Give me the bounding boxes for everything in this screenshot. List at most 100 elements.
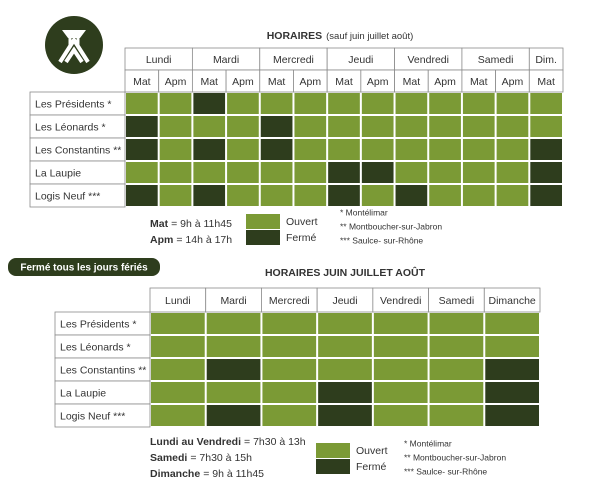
cell-border xyxy=(261,287,318,313)
status-cell xyxy=(159,93,192,114)
status-cell xyxy=(462,185,495,206)
note: ** Montboucher-sur-Jabron xyxy=(404,452,506,462)
slot-header: Apm xyxy=(434,76,456,88)
status-cell xyxy=(318,382,372,403)
banner: Fermé tous les jours fériés xyxy=(20,263,148,274)
status-cell xyxy=(373,405,428,426)
slot-header: Mat xyxy=(537,76,555,88)
hours-line: Mat = 9h à 11h45 xyxy=(150,218,232,230)
status-cell xyxy=(262,336,317,357)
status-cell xyxy=(395,139,428,160)
status-cell xyxy=(395,116,428,137)
day-header: Vendredi xyxy=(380,295,421,307)
status-cell xyxy=(227,139,259,160)
status-cell xyxy=(429,185,461,206)
status-cell xyxy=(328,116,360,137)
status-cell xyxy=(260,185,293,206)
legend-label: Fermé xyxy=(356,461,386,473)
status-cell xyxy=(429,162,461,183)
slot-header: Mat xyxy=(133,76,151,88)
cell-border xyxy=(54,403,151,428)
day-header: Jeudi xyxy=(348,54,373,66)
status-cell xyxy=(429,405,484,426)
status-cell xyxy=(193,139,226,160)
status-cell xyxy=(429,116,461,137)
status-cell xyxy=(361,93,394,114)
status-cell xyxy=(361,139,394,160)
day-header: Jeudi xyxy=(332,295,357,307)
day-header: Mercredi xyxy=(273,54,314,66)
status-cell xyxy=(151,359,205,380)
day-header: Dimanche xyxy=(489,295,536,307)
hours-line: Dimanche = 9h à 11h45 xyxy=(150,468,264,480)
slot-header: Apm xyxy=(232,76,254,88)
status-cell xyxy=(294,139,327,160)
cell-border xyxy=(428,287,485,313)
hours-line: Lundi au Vendredi = 7h30 à 13h xyxy=(150,436,306,448)
note: *** Saulce- sur-Rhône xyxy=(404,466,487,476)
slot-header: Apm xyxy=(300,76,322,88)
day-header: Mercredi xyxy=(269,295,310,307)
slot-header: Apm xyxy=(367,76,389,88)
day-header: Samedi xyxy=(439,295,475,307)
status-cell xyxy=(496,93,529,114)
status-cell xyxy=(260,116,293,137)
status-cell xyxy=(294,162,327,183)
hours-text: = 7h30 à 15h xyxy=(190,452,252,464)
status-cell xyxy=(206,359,261,380)
row-label: Les Présidents * xyxy=(60,318,136,330)
status-cell xyxy=(373,336,428,357)
hours-text: = 9h à 11h45 xyxy=(171,218,232,230)
status-cell xyxy=(496,185,529,206)
status-cell xyxy=(429,359,484,380)
note: ** Montboucher-sur-Jabron xyxy=(340,221,442,231)
cell-border xyxy=(483,287,541,313)
status-cell xyxy=(328,185,360,206)
status-cell xyxy=(395,162,428,183)
day-header: Lundi xyxy=(165,295,191,307)
status-cell xyxy=(373,382,428,403)
hours-line: Samedi = 7h30 à 15h xyxy=(150,452,252,464)
status-cell xyxy=(429,336,484,357)
status-cell xyxy=(193,93,226,114)
day-header: Mardi xyxy=(220,295,246,307)
status-cell xyxy=(496,116,529,137)
status-cell xyxy=(262,405,317,426)
day-header: Mardi xyxy=(213,54,239,66)
status-cell xyxy=(485,405,539,426)
status-cell xyxy=(462,116,495,137)
slot-header: Apm xyxy=(165,76,187,88)
hours-key: Samedi xyxy=(150,452,187,464)
note: *** Saulce- sur-Rhône xyxy=(340,235,423,245)
status-cell xyxy=(227,116,259,137)
status-cell xyxy=(206,382,261,403)
legend-label: Fermé xyxy=(286,232,316,244)
slot-header: Mat xyxy=(200,76,218,88)
legend-label: Ouvert xyxy=(286,216,318,228)
slot-header: Mat xyxy=(335,76,353,88)
status-cell xyxy=(294,185,327,206)
status-cell xyxy=(373,313,428,334)
legend-label: Ouvert xyxy=(356,445,388,457)
hours-key: Apm xyxy=(150,234,173,246)
status-cell xyxy=(530,116,562,137)
title-rest: (sauf juin juillet août) xyxy=(326,31,413,42)
status-cell xyxy=(151,336,205,357)
status-cell xyxy=(462,93,495,114)
slot-header: Mat xyxy=(403,76,421,88)
status-cell xyxy=(126,93,158,114)
status-cell xyxy=(260,162,293,183)
status-cell xyxy=(485,336,539,357)
status-cell xyxy=(395,93,428,114)
row-label: Logis Neuf *** xyxy=(35,190,100,202)
legend-swatch xyxy=(246,214,280,229)
day-header: Vendredi xyxy=(408,54,449,66)
status-cell xyxy=(485,359,539,380)
status-cell xyxy=(206,405,261,426)
status-cell xyxy=(126,116,158,137)
hours-text: = 7h30 à 13h xyxy=(244,436,306,448)
status-cell xyxy=(328,162,360,183)
status-cell xyxy=(496,162,529,183)
legend-swatch xyxy=(246,230,280,245)
